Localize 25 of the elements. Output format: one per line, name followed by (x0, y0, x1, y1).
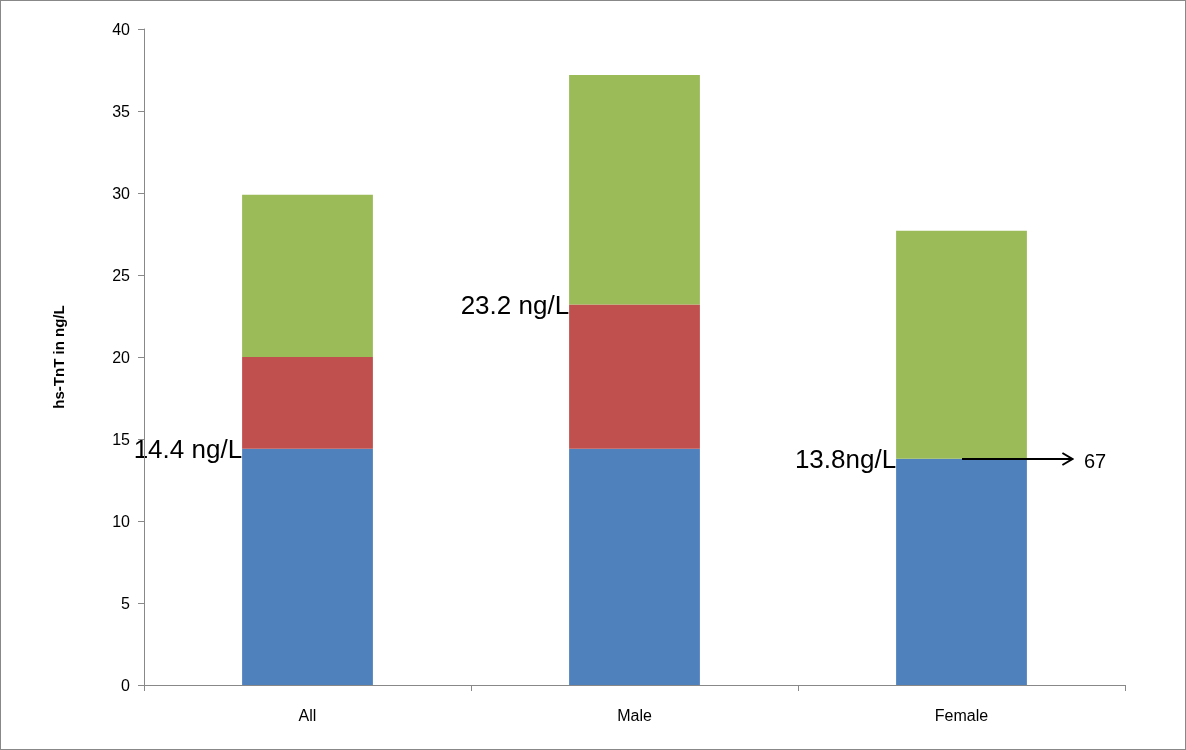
bar (896, 458, 1027, 685)
y-tick-label: 25 (112, 266, 131, 284)
x-tick-label: Female (934, 706, 989, 724)
annotation: 13.8ng/L (794, 443, 897, 474)
bar (896, 230, 1027, 459)
y-tick-label: 15 (112, 430, 131, 448)
x-tick-label: All (298, 706, 317, 724)
x-tick-label: Male (617, 706, 652, 724)
y-tick-label: 35 (112, 102, 131, 120)
y-tick-label: 0 (121, 676, 131, 694)
annotation: 67 (1083, 449, 1107, 472)
bar (242, 194, 373, 357)
y-tick-label: 40 (112, 20, 131, 38)
y-tick-label: 30 (112, 184, 131, 202)
y-tick-label: 20 (112, 348, 131, 366)
y-tick-label: 5 (121, 594, 131, 612)
bar (569, 74, 700, 305)
y-tick-label: 10 (112, 512, 131, 530)
y-axis-title: hs-TnT in ng/L (50, 305, 67, 409)
bar (242, 448, 373, 685)
bar (569, 448, 700, 685)
bar (242, 357, 373, 449)
bar (569, 304, 700, 449)
annotation: 14.4 ng/L (133, 433, 243, 464)
annotation: 23.2 ng/L (460, 289, 570, 320)
